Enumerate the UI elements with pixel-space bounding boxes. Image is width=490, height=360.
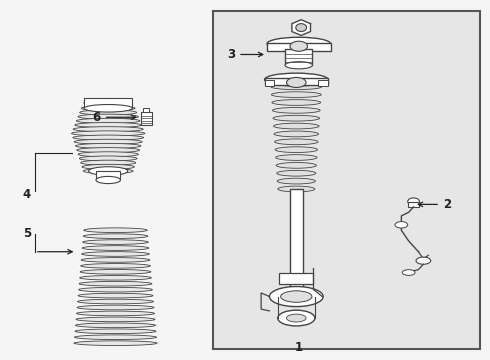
Bar: [96, 171, 121, 180]
Ellipse shape: [75, 323, 155, 328]
Ellipse shape: [271, 92, 321, 98]
Ellipse shape: [75, 329, 156, 334]
Ellipse shape: [72, 131, 145, 136]
Ellipse shape: [402, 270, 415, 275]
Bar: [213, 12, 480, 348]
Ellipse shape: [395, 222, 408, 228]
Ellipse shape: [78, 152, 138, 157]
Ellipse shape: [276, 155, 317, 161]
Ellipse shape: [83, 234, 148, 238]
Ellipse shape: [74, 335, 156, 339]
Ellipse shape: [74, 139, 142, 144]
Ellipse shape: [79, 156, 137, 161]
Ellipse shape: [81, 258, 150, 262]
Ellipse shape: [76, 317, 155, 322]
Text: 6: 6: [93, 111, 136, 124]
Ellipse shape: [73, 135, 144, 140]
Ellipse shape: [84, 228, 147, 233]
Bar: [290, 189, 303, 293]
Bar: [84, 98, 132, 108]
Bar: [318, 80, 328, 86]
Ellipse shape: [80, 110, 137, 115]
Ellipse shape: [272, 100, 320, 105]
Bar: [265, 80, 274, 86]
Text: 5: 5: [23, 227, 31, 240]
Ellipse shape: [274, 139, 318, 145]
Ellipse shape: [73, 127, 143, 132]
Polygon shape: [292, 20, 311, 36]
Ellipse shape: [408, 198, 419, 205]
Ellipse shape: [267, 37, 331, 50]
Ellipse shape: [81, 106, 135, 111]
Ellipse shape: [285, 62, 313, 69]
Ellipse shape: [82, 252, 149, 256]
Ellipse shape: [276, 162, 317, 168]
Ellipse shape: [273, 115, 319, 121]
Ellipse shape: [277, 178, 316, 184]
Ellipse shape: [270, 287, 323, 307]
Ellipse shape: [81, 264, 150, 268]
Ellipse shape: [79, 282, 152, 286]
Ellipse shape: [281, 291, 312, 302]
Ellipse shape: [290, 41, 308, 51]
Text: 2: 2: [418, 198, 451, 211]
Ellipse shape: [278, 186, 315, 192]
Ellipse shape: [75, 143, 141, 148]
Ellipse shape: [82, 165, 134, 169]
Ellipse shape: [83, 240, 148, 244]
Ellipse shape: [83, 168, 133, 174]
Ellipse shape: [287, 77, 306, 87]
Ellipse shape: [78, 114, 138, 119]
Ellipse shape: [80, 270, 151, 274]
Bar: [285, 49, 313, 65]
Ellipse shape: [80, 275, 151, 280]
Text: 4: 4: [23, 188, 31, 201]
Ellipse shape: [416, 257, 431, 264]
Ellipse shape: [96, 176, 121, 184]
Ellipse shape: [77, 299, 153, 304]
Ellipse shape: [274, 131, 318, 137]
Text: 3: 3: [227, 48, 263, 61]
Bar: [267, 43, 331, 51]
Ellipse shape: [84, 104, 132, 112]
Ellipse shape: [84, 99, 132, 107]
Ellipse shape: [77, 148, 140, 153]
Ellipse shape: [76, 311, 154, 316]
Ellipse shape: [78, 287, 152, 292]
Ellipse shape: [277, 170, 316, 176]
Ellipse shape: [265, 73, 328, 86]
Ellipse shape: [296, 24, 307, 32]
Text: 1: 1: [294, 341, 303, 354]
Ellipse shape: [272, 108, 320, 113]
Bar: [279, 273, 314, 284]
Ellipse shape: [81, 160, 136, 165]
Ellipse shape: [278, 310, 315, 326]
Ellipse shape: [275, 147, 318, 153]
Ellipse shape: [76, 118, 140, 123]
Ellipse shape: [75, 122, 142, 127]
Ellipse shape: [74, 341, 157, 346]
Bar: [265, 78, 328, 85]
Ellipse shape: [78, 293, 153, 298]
Bar: [408, 202, 419, 207]
Ellipse shape: [273, 123, 319, 129]
Ellipse shape: [89, 167, 128, 175]
Ellipse shape: [287, 314, 306, 322]
Ellipse shape: [82, 246, 149, 250]
Ellipse shape: [271, 84, 322, 90]
Bar: [143, 108, 149, 112]
Bar: [141, 112, 152, 125]
Ellipse shape: [77, 305, 154, 310]
